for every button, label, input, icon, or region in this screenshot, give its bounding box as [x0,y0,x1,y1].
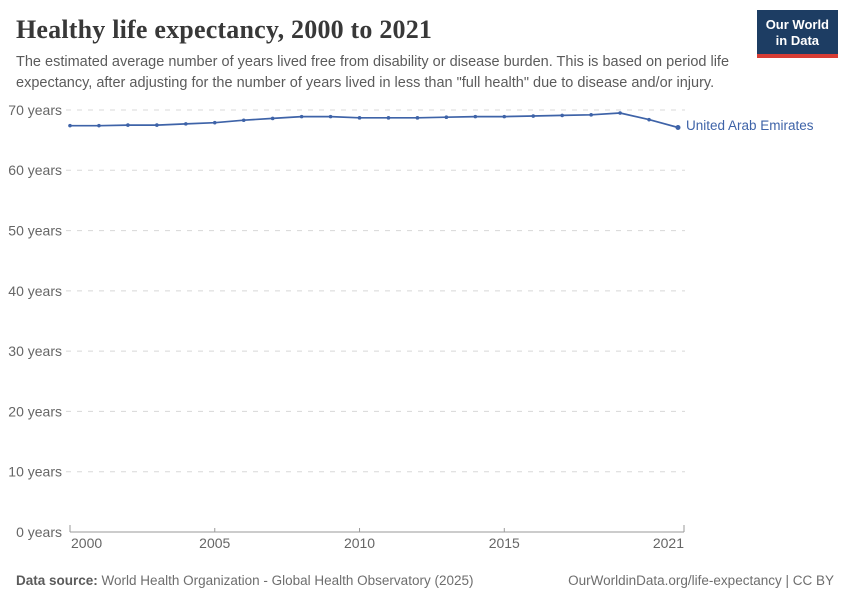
x-tick-label-2000: 2000 [71,535,102,551]
page-subtitle: The estimated average number of years li… [16,54,730,91]
series-label-united-arab-emirates: United Arab Emirates [686,118,814,134]
data-point-2014[interactable] [473,114,478,119]
data-point-2003[interactable] [155,123,159,127]
y-tick-label-30: 30 years [8,343,62,359]
chart-footer: Data source: World Health Organization -… [16,573,834,588]
x-tick-label-2021: 2021 [653,535,684,551]
owid-logo[interactable]: Our World in Data [756,10,838,59]
y-tick-label-70: 70 years [8,102,62,118]
data-point-2018[interactable] [589,113,593,117]
owid-logo-line1: Our World [765,17,829,32]
y-tick-label-20: 20 years [8,403,62,419]
y-tick-label-60: 60 years [8,162,62,178]
data-point-2013[interactable] [444,115,449,120]
y-tick-label-10: 10 years [8,464,62,480]
x-tick-label-2015: 2015 [489,535,520,551]
y-tick-label-40: 40 years [8,283,62,299]
y-tick-label-0: 0 years [16,524,62,540]
data-point-2011[interactable] [386,116,391,120]
data-source-text: World Health Organization - Global Healt… [101,573,474,588]
data-point-2017[interactable] [560,113,564,118]
x-tick-label-2010: 2010 [344,535,375,551]
data-point-2005[interactable] [212,120,217,125]
data-point-2019[interactable] [618,111,622,115]
page-title: Healthy life expectancy, 2000 to 2021 [16,15,433,44]
data-point-2004[interactable] [184,122,188,126]
data-point-2021[interactable] [675,124,681,130]
data-point-2010[interactable] [357,116,362,120]
data-point-2012[interactable] [415,116,420,120]
owid-url-license[interactable]: OurWorldinData.org/life-expectancy | CC … [568,573,834,588]
data-source: Data source: World Health Organization -… [16,573,473,588]
x-tick-label-2005: 2005 [199,535,230,551]
owid-logo-line2: in Data [775,32,820,48]
data-source-label: Data source: [16,573,98,588]
data-point-2008[interactable] [299,114,304,119]
data-point-2002[interactable] [126,123,130,127]
data-point-2015[interactable] [502,114,507,119]
data-point-2020[interactable] [647,117,651,122]
data-point-2001[interactable] [97,123,101,128]
y-tick-label-50: 50 years [8,222,62,238]
data-point-2000[interactable] [68,123,72,128]
data-point-2006[interactable] [241,118,246,123]
data-point-2007[interactable] [270,116,275,121]
data-point-2016[interactable] [531,114,536,118]
data-point-2009[interactable] [328,114,333,119]
series-line-united-arab-emirates[interactable] [69,112,679,129]
